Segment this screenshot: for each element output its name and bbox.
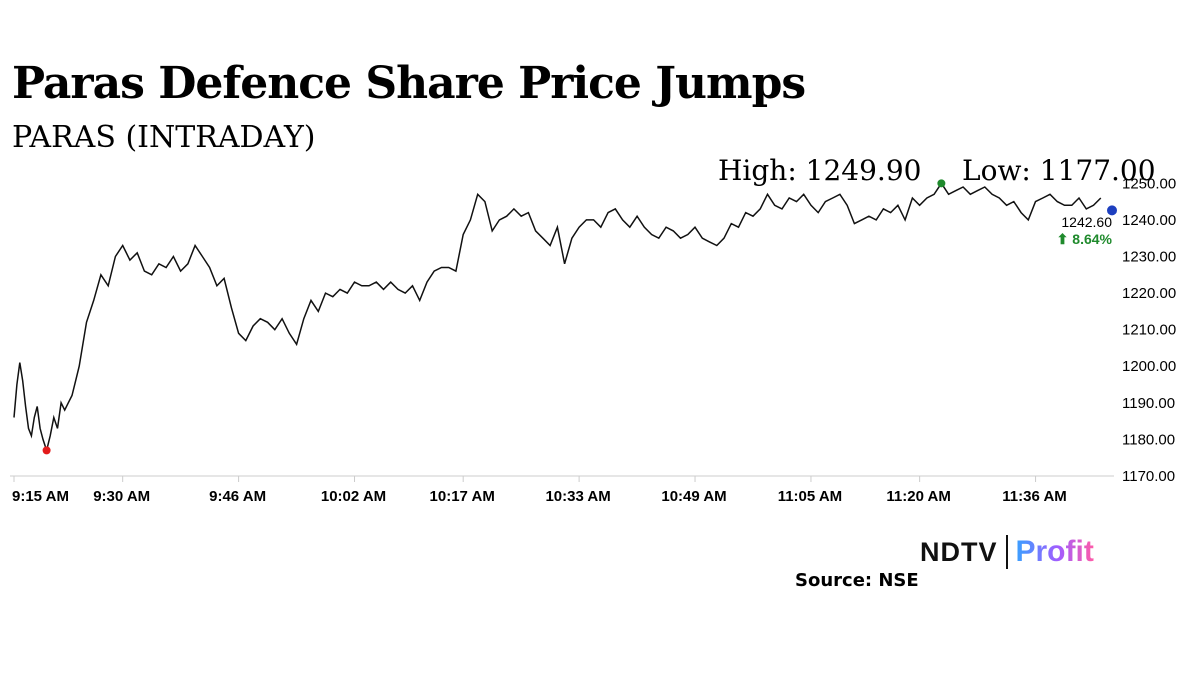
- y-tick-label: 1170.00: [1122, 468, 1175, 485]
- last-price-label: 1242.60: [1061, 214, 1112, 230]
- x-tick-label: 9:15 AM: [12, 488, 69, 505]
- x-tick-label: 11:05 AM: [778, 488, 842, 505]
- x-tick-label: 10:17 AM: [430, 488, 495, 505]
- y-tick-label: 1250.00: [1122, 175, 1176, 192]
- y-tick-label: 1200.00: [1122, 358, 1176, 375]
- y-tick-label: 1210.00: [1122, 322, 1176, 339]
- ndtv-profit-logo: NDTV Profit: [920, 534, 1094, 570]
- low-label: Low: 1177.00: [962, 154, 1156, 187]
- x-tick-label: 10:33 AM: [545, 488, 610, 505]
- last-price-marker: [1107, 205, 1117, 216]
- y-tick-label: 1190.00: [1122, 395, 1175, 412]
- x-tick-label: 9:46 AM: [209, 488, 266, 505]
- y-tick-label: 1240.00: [1122, 212, 1176, 229]
- low-marker: [42, 446, 51, 455]
- logo-ndtv: NDTV: [920, 536, 998, 567]
- y-axis: 1170.00 1180.00 1190.00 1200.00 1210.00 1220.…: [1122, 175, 1176, 485]
- change-percent-label: ⬆ 8.64%: [1057, 231, 1113, 247]
- high-marker: [937, 179, 946, 188]
- chart-title: Paras Defence Share Price Jumps: [12, 58, 806, 109]
- source-note: Source: NSE: [795, 570, 919, 591]
- x-tick-label: 11:20 AM: [886, 488, 950, 505]
- y-tick-label: 1230.00: [1122, 248, 1176, 265]
- x-tick-label: 10:02 AM: [321, 488, 386, 505]
- x-tick-label: 10:49 AM: [661, 488, 726, 505]
- logo-profit: Profit: [1015, 535, 1094, 568]
- chart-subtitle: PARAS (INTRADAY): [12, 120, 316, 155]
- x-tick-label: 9:30 AM: [93, 488, 150, 505]
- x-axis: 9:15 AM 9:30 AM 9:46 AM 10:02 AM 10:17 AM 10:…: [10, 475, 1114, 505]
- high-label: High: 1249.90: [718, 154, 922, 187]
- logo-divider: [1005, 535, 1008, 569]
- y-tick-label: 1220.00: [1122, 285, 1176, 302]
- x-tick-label: 11:36 AM: [1002, 488, 1066, 505]
- y-tick-label: 1180.00: [1122, 431, 1175, 448]
- price-line: [13, 181, 1102, 454]
